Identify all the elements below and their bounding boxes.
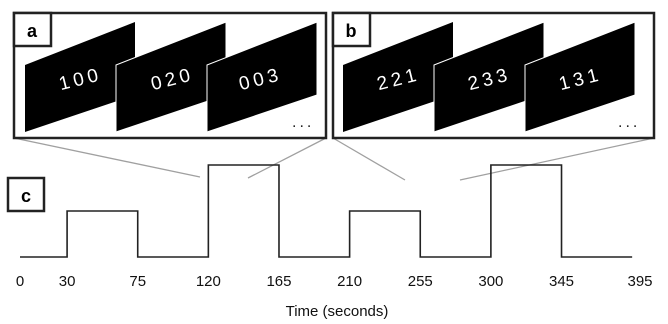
panel-a-label: a [27, 21, 38, 41]
connector-b-right [459, 137, 655, 181]
timeline-tick-label: 75 [129, 273, 146, 290]
panel-c: c [6, 176, 46, 213]
timeline-x-label: Time (seconds) [286, 303, 389, 320]
panel-a-frame-1 [25, 22, 135, 132]
timeline: 0 30 75 120 165 210 255 300 345 395 Time (seconds… [16, 164, 653, 320]
panel-c-label-box [6, 176, 46, 213]
panel-b-frame-1 [343, 22, 453, 132]
connector-lines [13, 137, 655, 181]
panel-b-label: b [346, 21, 357, 41]
panel-b-label-box [331, 11, 372, 48]
timeline-tick-label: 0 [16, 273, 24, 290]
panel-b-ellipsis: ... [618, 114, 640, 131]
connector-a-left [13, 137, 201, 178]
timeline-tick-label: 255 [408, 273, 433, 290]
timeline-tick-label: 165 [266, 273, 291, 290]
panel-a: a 100 020 003 ... [12, 11, 328, 140]
timeline-tick-label: 300 [478, 273, 503, 290]
panel-c-label: c [21, 186, 31, 206]
connector-a-right [247, 137, 327, 179]
panel-a-label-box [12, 11, 53, 48]
timeline-tick-label: 395 [627, 273, 652, 290]
panel-a-frame-3 [206, 21, 318, 133]
connector-b-left [332, 137, 406, 181]
panel-b: b 221 233 131 ... [331, 11, 656, 140]
panel-a-ellipsis: ... [292, 114, 314, 131]
timeline-tick-label: 345 [549, 273, 574, 290]
panel-b-frame-3 [524, 21, 636, 133]
timeline-tick-label: 210 [337, 273, 362, 290]
timeline-tick-label: 30 [59, 273, 76, 290]
timeline-tick-label: 120 [196, 273, 221, 290]
timeline-tick-labels: 0 30 75 120 165 210 255 300 345 395 [16, 273, 653, 290]
timeline-waveform [20, 164, 633, 258]
